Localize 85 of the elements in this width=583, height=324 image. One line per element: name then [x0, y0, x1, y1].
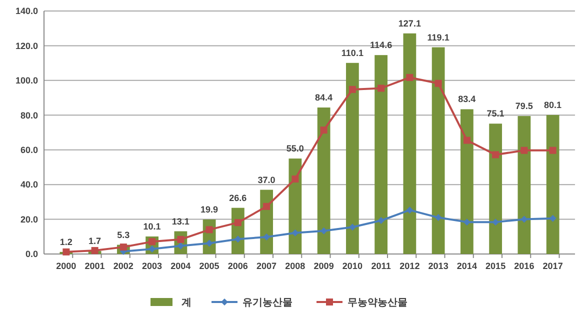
data-label: 75.1 — [486, 108, 504, 119]
y-tick-label: 20.0 — [20, 214, 38, 224]
x-tick-label: 2011 — [371, 261, 391, 271]
bar — [374, 55, 388, 254]
y-tick-label: 120.0 — [15, 40, 38, 51]
data-label: 1.7 — [88, 236, 102, 246]
point — [320, 227, 328, 234]
y-tick-label: 140.0 — [15, 6, 38, 16]
bar — [546, 114, 560, 254]
point — [378, 217, 385, 224]
x-tick-label: 2002 — [113, 261, 134, 271]
point — [234, 236, 242, 243]
point — [492, 151, 500, 158]
data-label: 19.9 — [200, 204, 218, 214]
x-tick-label: 2007 — [256, 261, 277, 271]
data-label: 84.4 — [315, 92, 333, 103]
legend-label: 유기농산물 — [242, 298, 292, 308]
legend-label: 무농약농산물 — [348, 298, 408, 308]
data-label: 127.1 — [398, 18, 421, 28]
x-tick-label: 2016 — [514, 261, 534, 271]
data-label: 119.1 — [427, 32, 450, 42]
data-label: 1.2 — [60, 236, 72, 247]
point — [263, 233, 270, 240]
bar — [489, 124, 502, 254]
data-label: 110.1 — [341, 48, 364, 58]
point — [549, 146, 556, 154]
data-label: 10.1 — [143, 221, 161, 232]
x-tick-label: 2006 — [228, 261, 248, 271]
x-tick-label: 2015 — [486, 261, 506, 271]
x-tick-label: 2001 — [84, 261, 105, 271]
data-label: 55.0 — [286, 144, 304, 154]
point — [434, 80, 442, 87]
point — [520, 216, 528, 223]
x-tick-label: 2003 — [142, 261, 162, 271]
legend-label: 계 — [182, 298, 192, 308]
point — [91, 247, 98, 254]
bar — [288, 158, 302, 254]
point — [348, 86, 356, 93]
point — [463, 136, 470, 144]
data-label: 83.4 — [458, 94, 476, 104]
point — [292, 176, 299, 183]
point — [434, 214, 442, 222]
point — [263, 202, 270, 210]
x-tick-label: 2000 — [56, 261, 76, 271]
point — [406, 206, 414, 214]
point — [406, 74, 414, 81]
x-tick-label: 2004 — [170, 261, 191, 271]
data-label: 79.5 — [515, 101, 533, 112]
y-tick-label: 100.0 — [15, 76, 38, 86]
data-label: 26.6 — [229, 192, 247, 203]
bar — [317, 108, 330, 254]
data-label: 80.1 — [544, 100, 562, 110]
y-tick-label: 60.0 — [20, 145, 38, 156]
point — [492, 218, 500, 226]
data-label: 5.3 — [117, 230, 130, 240]
bar — [460, 109, 474, 254]
point — [206, 240, 213, 247]
point — [292, 229, 299, 236]
data-label: 114.6 — [370, 40, 392, 50]
point — [549, 214, 556, 222]
y-tick-label: 0.0 — [25, 249, 38, 260]
data-label: 37.0 — [258, 174, 276, 185]
point — [234, 219, 242, 226]
x-tick-label: 2005 — [199, 261, 220, 271]
x-tick-label: 2017 — [542, 261, 563, 271]
x-tick-label: 2008 — [285, 261, 306, 271]
bar — [403, 33, 416, 254]
point — [206, 226, 213, 234]
y-tick-label: 40.0 — [20, 180, 38, 190]
point — [62, 248, 70, 256]
point — [463, 218, 470, 226]
bar — [432, 47, 445, 254]
bar — [346, 62, 359, 254]
x-tick-label: 2009 — [314, 261, 334, 271]
x-tick-label: 2010 — [342, 261, 362, 271]
point — [520, 146, 528, 154]
x-tick-label: 2014 — [456, 261, 477, 271]
x-tick-label: 2013 — [428, 261, 448, 271]
bar — [518, 116, 531, 254]
point — [378, 84, 385, 92]
y-tick-label: 80.0 — [20, 110, 38, 120]
data-label: 13.1 — [172, 216, 190, 226]
point — [348, 224, 356, 231]
x-tick-label: 2012 — [400, 261, 420, 271]
point — [320, 126, 328, 134]
